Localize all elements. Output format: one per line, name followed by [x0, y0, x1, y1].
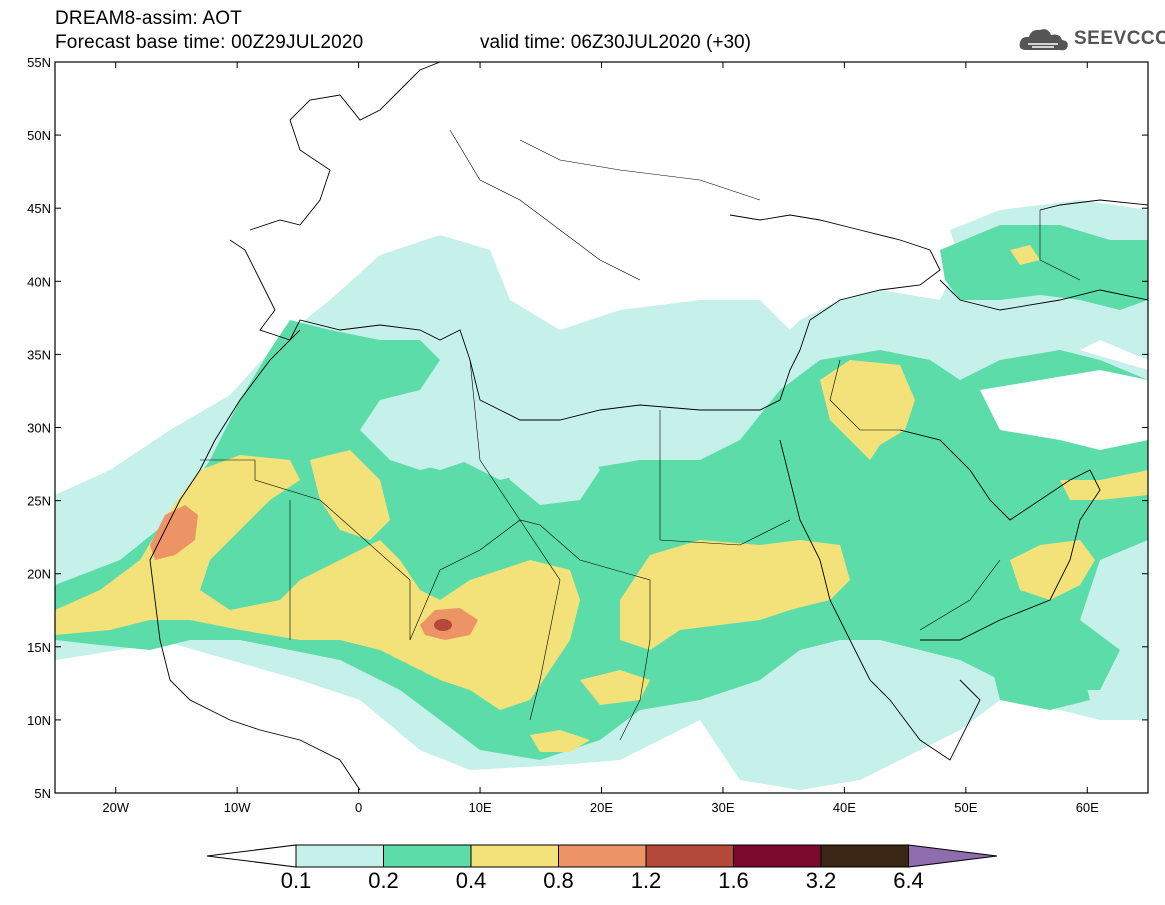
- lon-label: 20W: [102, 800, 129, 815]
- aot-field: [55, 62, 1148, 793]
- lat-label: 15N: [27, 640, 51, 655]
- lat-label: 55N: [27, 55, 51, 70]
- colorbar-box-5: [645, 844, 734, 868]
- latitude-axis: 55N 50N 45N 40N 35N 30N 25N 20N 15N 10N 5N: [27, 55, 1148, 801]
- colorbar-label-1.6: 1.6: [718, 868, 749, 893]
- colorbar-box-7: [820, 844, 909, 868]
- lat-label: 25N: [27, 494, 51, 509]
- colorbar-box-4: [558, 844, 647, 868]
- seevccc-logo: SEEVCCC: [1018, 26, 1165, 54]
- lat-label: 5N: [34, 786, 51, 801]
- lon-label: 40E: [833, 800, 856, 815]
- colorbar-label-0.1: 0.1: [280, 868, 312, 893]
- aot-level-1.2: [434, 619, 452, 631]
- colorbar-low-triangle: [206, 844, 297, 868]
- lat-label: 30N: [27, 421, 51, 436]
- lon-label: 50E: [954, 800, 977, 815]
- lon-label: 10E: [468, 800, 491, 815]
- lat-label: 50N: [27, 128, 51, 143]
- lat-label: 45N: [27, 201, 51, 216]
- longitude-axis: 20W 10W 0 10E 20E 30E 40E 50E 60E: [102, 62, 1099, 815]
- forecast-base-time: Forecast base time: 00Z29JUL2020: [55, 32, 364, 53]
- cloud-icon: [1019, 29, 1068, 51]
- lon-label: 10W: [224, 800, 251, 815]
- colorbar: [206, 844, 998, 868]
- lat-label: 20N: [27, 567, 51, 582]
- lat-label: 35N: [27, 347, 51, 362]
- chart-title: DREAM8-assim: AOT: [55, 8, 243, 29]
- colorbar-label-3.2: 3.2: [805, 868, 837, 893]
- lon-label: 20E: [590, 800, 613, 815]
- country-borders: [200, 129, 1081, 741]
- lat-label: 40N: [27, 274, 51, 289]
- lat-label: 10N: [27, 713, 51, 728]
- lon-label: 60E: [1076, 800, 1099, 815]
- coastlines: [149, 62, 1148, 791]
- colorbar-box-1: [295, 844, 384, 868]
- colorbar-box-2: [383, 844, 472, 868]
- colorbar-box-6: [733, 844, 822, 868]
- lon-label: 0: [355, 800, 362, 815]
- colorbar-label-0.4: 0.4: [455, 868, 487, 893]
- lon-label: 30E: [711, 800, 734, 815]
- colorbar-label-1.2: 1.2: [630, 868, 662, 893]
- logo-text: SEEVCCC: [1074, 28, 1165, 49]
- colorbar-box-3: [470, 844, 559, 868]
- valid-time: valid time: 06Z30JUL2020 (+30): [480, 32, 751, 53]
- colorbar-label-6.4: 6.4: [893, 868, 924, 893]
- colorbar-high-triangle: [908, 844, 998, 868]
- colorbar-label-0.8: 0.8: [543, 868, 574, 893]
- colorbar-label-0.2: 0.2: [368, 868, 399, 893]
